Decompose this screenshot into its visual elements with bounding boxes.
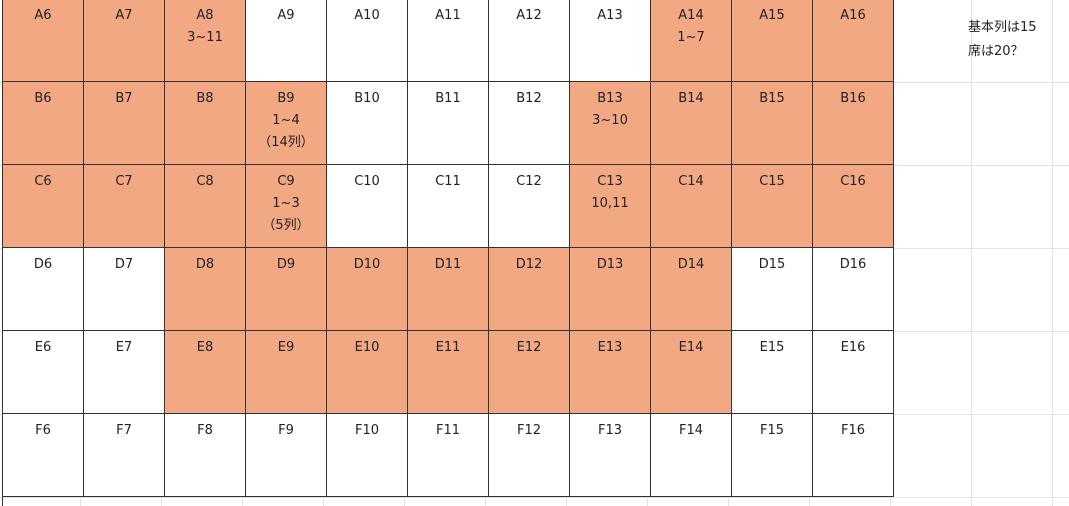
seat-cell[interactable]: F11 — [408, 414, 489, 497]
seat-cell[interactable]: E6 — [3, 331, 84, 414]
seat-cell[interactable]: D9 — [246, 248, 327, 331]
seat-cell[interactable]: F16 — [813, 414, 894, 497]
seat-cell[interactable]: A6 — [3, 0, 84, 82]
seat-cell[interactable]: D16 — [813, 248, 894, 331]
seat-cell[interactable]: E12 — [489, 331, 570, 414]
seat-cell[interactable]: E16 — [813, 331, 894, 414]
seat-cell[interactable]: C15 — [732, 165, 813, 248]
seat-cell[interactable]: A8 3~11 — [165, 0, 246, 82]
seat-cell[interactable]: D15 — [732, 248, 813, 331]
seat-cell[interactable]: D7 — [84, 248, 165, 331]
seat-cell[interactable]: F12 — [489, 414, 570, 497]
seat-cell[interactable]: B8 — [165, 82, 246, 165]
seat-cell[interactable]: F10 — [327, 414, 408, 497]
seat-cell[interactable]: E7 — [84, 331, 165, 414]
seat-cell[interactable]: D13 — [570, 248, 651, 331]
seat-cell[interactable]: C13 10,11 — [570, 165, 651, 248]
seat-cell[interactable]: E10 — [327, 331, 408, 414]
seat-cell[interactable]: E9 — [246, 331, 327, 414]
seat-cell[interactable]: B16 — [813, 82, 894, 165]
seat-cell[interactable]: A14 1~7 — [651, 0, 732, 82]
seat-cell[interactable]: C16 — [813, 165, 894, 248]
seat-cell[interactable]: D10 — [327, 248, 408, 331]
seat-map-grid: A6 A7 A8 3~11 A9 A10 A11 A12 A13 A14 1~7 A15 A16 B6… — [2, 0, 894, 497]
seat-cell[interactable]: B12 — [489, 82, 570, 165]
seat-cell[interactable]: B6 — [3, 82, 84, 165]
seat-cell[interactable]: C12 — [489, 165, 570, 248]
seat-cell[interactable]: C6 — [3, 165, 84, 248]
seat-cell[interactable]: C9 1~3 （5列） — [246, 165, 327, 248]
seat-cell[interactable]: E14 — [651, 331, 732, 414]
seat-cell[interactable]: A16 — [813, 0, 894, 82]
seat-cell[interactable]: A15 — [732, 0, 813, 82]
seat-cell[interactable]: D6 — [3, 248, 84, 331]
seat-cell[interactable]: B11 — [408, 82, 489, 165]
seat-cell[interactable]: E15 — [732, 331, 813, 414]
seat-cell[interactable]: B14 — [651, 82, 732, 165]
seat-cell[interactable]: F13 — [570, 414, 651, 497]
seat-cell[interactable]: D8 — [165, 248, 246, 331]
seat-cell[interactable]: B7 — [84, 82, 165, 165]
seat-cell[interactable]: F7 — [84, 414, 165, 497]
seat-cell[interactable]: A7 — [84, 0, 165, 82]
seat-cell[interactable]: A9 — [246, 0, 327, 82]
seat-cell[interactable]: B9 1~4 （14列） — [246, 82, 327, 165]
seat-cell[interactable]: E8 — [165, 331, 246, 414]
seat-cell[interactable]: A13 — [570, 0, 651, 82]
seat-cell[interactable]: D14 — [651, 248, 732, 331]
seat-cell[interactable]: C10 — [327, 165, 408, 248]
seat-cell[interactable]: F14 — [651, 414, 732, 497]
seat-cell[interactable]: C14 — [651, 165, 732, 248]
seat-cell[interactable]: B13 3~10 — [570, 82, 651, 165]
seat-cell[interactable]: C7 — [84, 165, 165, 248]
seat-cell[interactable]: B10 — [327, 82, 408, 165]
seat-cell[interactable]: B15 — [732, 82, 813, 165]
seat-cell[interactable]: F8 — [165, 414, 246, 497]
seat-cell[interactable]: E11 — [408, 331, 489, 414]
seat-cell[interactable]: F6 — [3, 414, 84, 497]
seat-cell[interactable]: D11 — [408, 248, 489, 331]
seat-cell[interactable]: A11 — [408, 0, 489, 82]
seat-cell[interactable]: D12 — [489, 248, 570, 331]
seat-cell[interactable]: F9 — [246, 414, 327, 497]
seat-cell[interactable]: E13 — [570, 331, 651, 414]
note-cell[interactable]: 基本列は15 席は20？ — [968, 20, 1037, 59]
seat-cell[interactable]: A12 — [489, 0, 570, 82]
seat-cell[interactable]: C8 — [165, 165, 246, 248]
seat-cell[interactable]: F15 — [732, 414, 813, 497]
seat-cell[interactable]: C11 — [408, 165, 489, 248]
seat-cell[interactable]: A10 — [327, 0, 408, 82]
grid-continuation — [2, 494, 895, 506]
